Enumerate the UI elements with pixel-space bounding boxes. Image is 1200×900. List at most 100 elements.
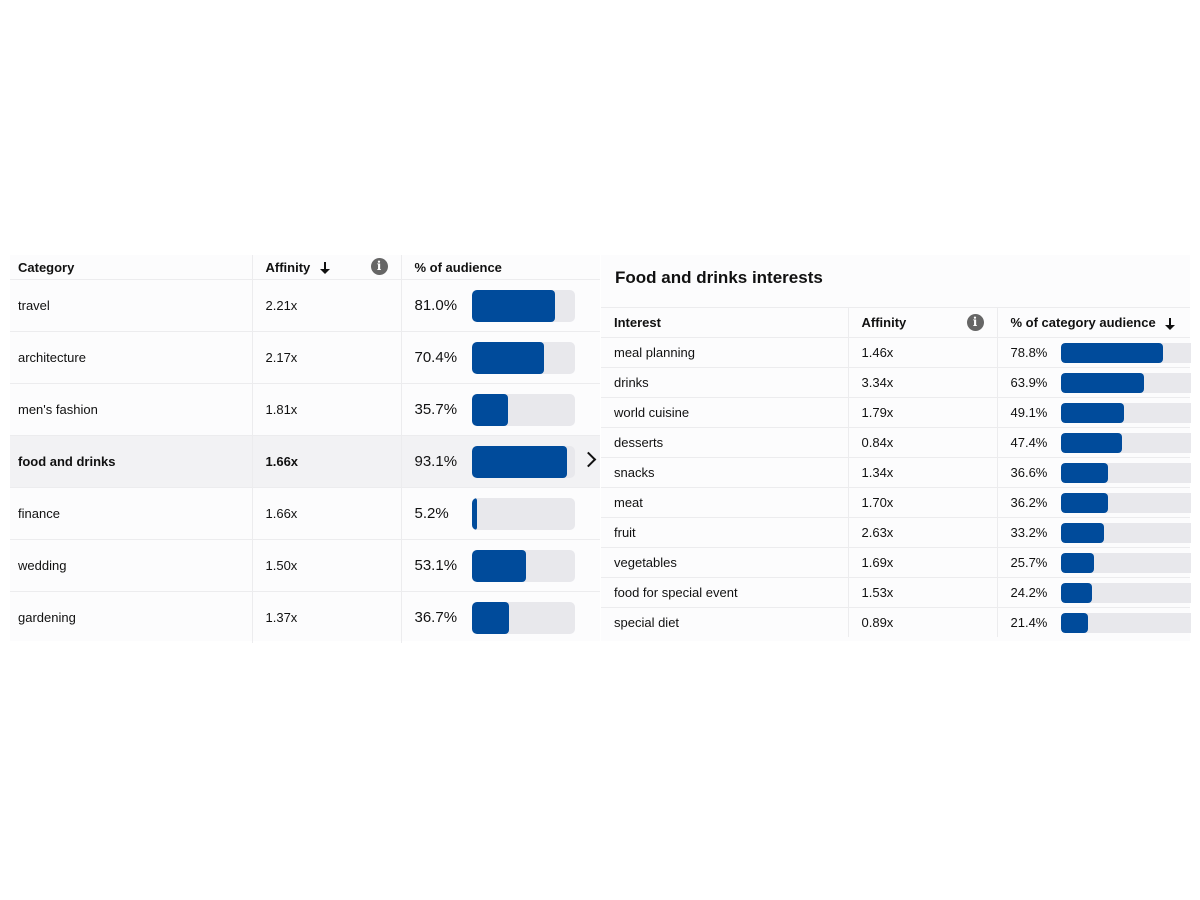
audience-bar-track [1060, 493, 1191, 513]
table-row[interactable]: travel 2.21x 81.0% [10, 279, 600, 332]
audience-bar-track [1060, 433, 1191, 453]
interest-name: snacks [614, 465, 655, 480]
affinity-column-header[interactable]: Affinity i [848, 307, 998, 338]
affinity-value: 2.21x [265, 298, 298, 313]
table-row[interactable]: vegetables 1.69x 25.7% [601, 547, 1191, 578]
table-row[interactable]: desserts 0.84x 47.4% [601, 427, 1191, 458]
interest-cell: food for special event [601, 577, 849, 608]
table-row[interactable]: finance 1.66x 5.2% [10, 487, 600, 540]
affinity-value: 0.89x [861, 615, 894, 630]
table-row[interactable]: meat 1.70x 36.2% [601, 487, 1191, 518]
audience-percent: 35.7% [414, 401, 458, 418]
audience-bar-track [1060, 463, 1191, 483]
affinity-cell: 1.66x [252, 435, 402, 488]
audience-cell: 53.1% [401, 539, 600, 592]
category-column-header[interactable]: Category [10, 255, 253, 280]
table-row[interactable]: drinks 3.34x 63.9% [601, 367, 1191, 398]
interest-name: vegetables [614, 555, 677, 570]
table-row[interactable]: special diet 0.89x 21.4% [601, 607, 1191, 637]
table-row[interactable]: architecture 2.17x 70.4% [10, 331, 600, 384]
audience-bar-track [1060, 583, 1191, 603]
audience-percent: 81.0% [414, 297, 458, 314]
category-audience-cell: 36.6% [997, 457, 1191, 488]
table-row[interactable]: fruit 2.63x 33.2% [601, 517, 1191, 548]
info-icon[interactable]: i [966, 314, 984, 331]
category-audience-column-header[interactable]: % of category audience [997, 307, 1190, 338]
audience-percent: 5.2% [414, 505, 449, 522]
audience-bar-track [471, 550, 575, 582]
audience-bar-track [1060, 403, 1191, 423]
audience-bar-track [471, 498, 575, 530]
interest-cell: snacks [601, 457, 849, 488]
affinity-cell: 2.17x [252, 331, 402, 384]
category-table-header: Category Affinity i % of audience [10, 255, 600, 280]
audience-bar-track [1060, 343, 1191, 363]
interest-name: world cuisine [614, 405, 690, 420]
audience-bar-track [1060, 553, 1191, 573]
interest-column-header[interactable]: Interest [601, 307, 849, 338]
table-row[interactable]: food for special event 1.53x 24.2% [601, 577, 1191, 608]
category-audience-percent: 33.2% [1010, 525, 1048, 540]
audience-bar-fill [1060, 463, 1109, 483]
chevron-right-icon[interactable] [580, 451, 597, 468]
affinity-cell: 1.70x [848, 487, 998, 518]
audience-bar-track [471, 342, 575, 374]
category-audience-percent: 47.4% [1010, 435, 1048, 450]
category-audience-cell: 33.2% [997, 517, 1191, 548]
audience-bar-fill [471, 394, 509, 426]
affinity-value: 1.34x [861, 465, 894, 480]
affinity-cell: 1.37x [252, 591, 402, 643]
affinity-value: 1.50x [265, 558, 298, 573]
table-row[interactable]: gardening 1.37x 36.7% [10, 591, 600, 643]
category-audience-percent: 36.6% [1010, 465, 1048, 480]
affinity-value: 1.69x [861, 555, 894, 570]
table-row[interactable]: men's fashion 1.81x 35.7% [10, 383, 600, 436]
interest-cell: vegetables [601, 547, 849, 578]
audience-bar-fill [1060, 373, 1144, 393]
category-audience-percent: 25.7% [1010, 555, 1048, 570]
category-audience-percent: 36.2% [1010, 495, 1048, 510]
category-name: gardening [18, 610, 76, 625]
affinity-column-header[interactable]: Affinity i [252, 255, 402, 280]
affinity-cell: 0.89x [848, 607, 998, 637]
affinity-cell: 1.79x [848, 397, 998, 428]
arrow-down-icon [319, 262, 330, 275]
category-name: travel [18, 298, 50, 313]
affinity-cell: 3.34x [848, 367, 998, 398]
category-cell: finance [10, 487, 253, 540]
affinity-cell: 1.66x [252, 487, 402, 540]
interest-cell: special diet [601, 607, 849, 637]
audience-bar-fill [471, 342, 544, 374]
category-audience-cell: 49.1% [997, 397, 1191, 428]
table-row[interactable]: snacks 1.34x 36.6% [601, 457, 1191, 488]
interest-name: meal planning [614, 345, 695, 360]
table-row[interactable]: world cuisine 1.79x 49.1% [601, 397, 1191, 428]
interests-table-header: Interest Affinity i % of category audien… [601, 307, 1190, 338]
category-name: architecture [18, 350, 86, 365]
category-audience-percent: 63.9% [1010, 375, 1048, 390]
category-affinity-panel: Category Affinity i % of audience travel… [10, 255, 600, 643]
affinity-value: 2.63x [861, 525, 894, 540]
interest-name: food for special event [614, 585, 738, 600]
audience-cell: 93.1% [401, 435, 600, 488]
audience-cell: 81.0% [401, 279, 600, 332]
category-cell: travel [10, 279, 253, 332]
interests-panel-title: Food and drinks interests [615, 268, 823, 287]
table-row[interactable]: food and drinks 1.66x 93.1% [10, 435, 600, 488]
audience-column-header[interactable]: % of audience [401, 255, 600, 280]
audience-bar-track [1060, 373, 1191, 393]
table-row[interactable]: meal planning 1.46x 78.8% [601, 337, 1191, 368]
interest-cell: meal planning [601, 337, 849, 368]
category-audience-cell: 36.2% [997, 487, 1191, 518]
affinity-cell: 1.69x [848, 547, 998, 578]
audience-bar-fill [1060, 433, 1123, 453]
table-row[interactable]: wedding 1.50x 53.1% [10, 539, 600, 592]
audience-bar-fill [1060, 583, 1092, 603]
category-cell: wedding [10, 539, 253, 592]
category-name: wedding [18, 558, 67, 573]
interest-cell: drinks [601, 367, 849, 398]
affinity-cell: 2.21x [252, 279, 402, 332]
interest-name: meat [614, 495, 643, 510]
category-cell: architecture [10, 331, 253, 384]
info-icon[interactable]: i [370, 258, 388, 275]
